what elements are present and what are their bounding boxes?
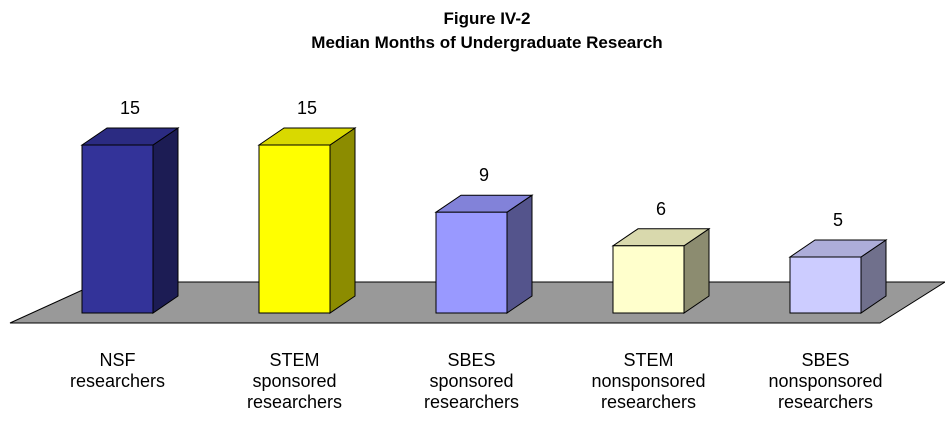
bar-front: [612, 245, 685, 314]
bar-front: [258, 144, 331, 314]
x-tick-label-line: researchers: [247, 392, 342, 412]
bar: [257, 127, 357, 314]
x-tick-label-line: nonsponsored: [591, 371, 705, 391]
chart-subtitle: Median Months of Undergraduate Research: [311, 33, 662, 52]
bar-front: [435, 211, 508, 314]
x-tick-label-line: SBES: [801, 350, 849, 370]
value-label: 15: [120, 98, 140, 118]
bar: [611, 227, 711, 314]
value-label: 6: [656, 199, 666, 219]
x-tick-label: SBES nonsponsored researchers: [768, 350, 882, 412]
x-tick-label-line: researchers: [70, 371, 165, 391]
chart-title: Figure IV-2: [444, 9, 531, 28]
value-label: 15: [297, 98, 317, 118]
bar-front: [789, 256, 862, 314]
x-tick-label-line: sponsored: [429, 371, 513, 391]
x-tick-label-line: NSF: [100, 350, 136, 370]
x-tick-label-line: sponsored: [252, 371, 336, 391]
bar: [80, 127, 180, 314]
bar-front: [81, 144, 154, 314]
x-tick-label-line: researchers: [601, 392, 696, 412]
x-tick-label: STEM nonsponsored researchers: [591, 350, 705, 412]
bar: [434, 194, 534, 314]
x-tick-label-line: STEM: [623, 350, 673, 370]
x-tick-label-line: nonsponsored: [768, 371, 882, 391]
x-tick-label-line: SBES: [447, 350, 495, 370]
bar-side: [506, 194, 533, 314]
value-label: 5: [833, 210, 843, 230]
x-tick-label: SBES sponsored researchers: [424, 350, 519, 412]
bar: [788, 239, 888, 314]
value-label: 9: [479, 165, 489, 185]
x-tick-label-line: STEM: [269, 350, 319, 370]
bar-side: [329, 127, 356, 314]
x-tick-label: NSF researchers: [70, 350, 165, 391]
bar-side: [152, 127, 179, 314]
x-tick-label-line: researchers: [778, 392, 873, 412]
x-tick-label: STEM sponsored researchers: [247, 350, 342, 412]
x-tick-label-line: researchers: [424, 392, 519, 412]
